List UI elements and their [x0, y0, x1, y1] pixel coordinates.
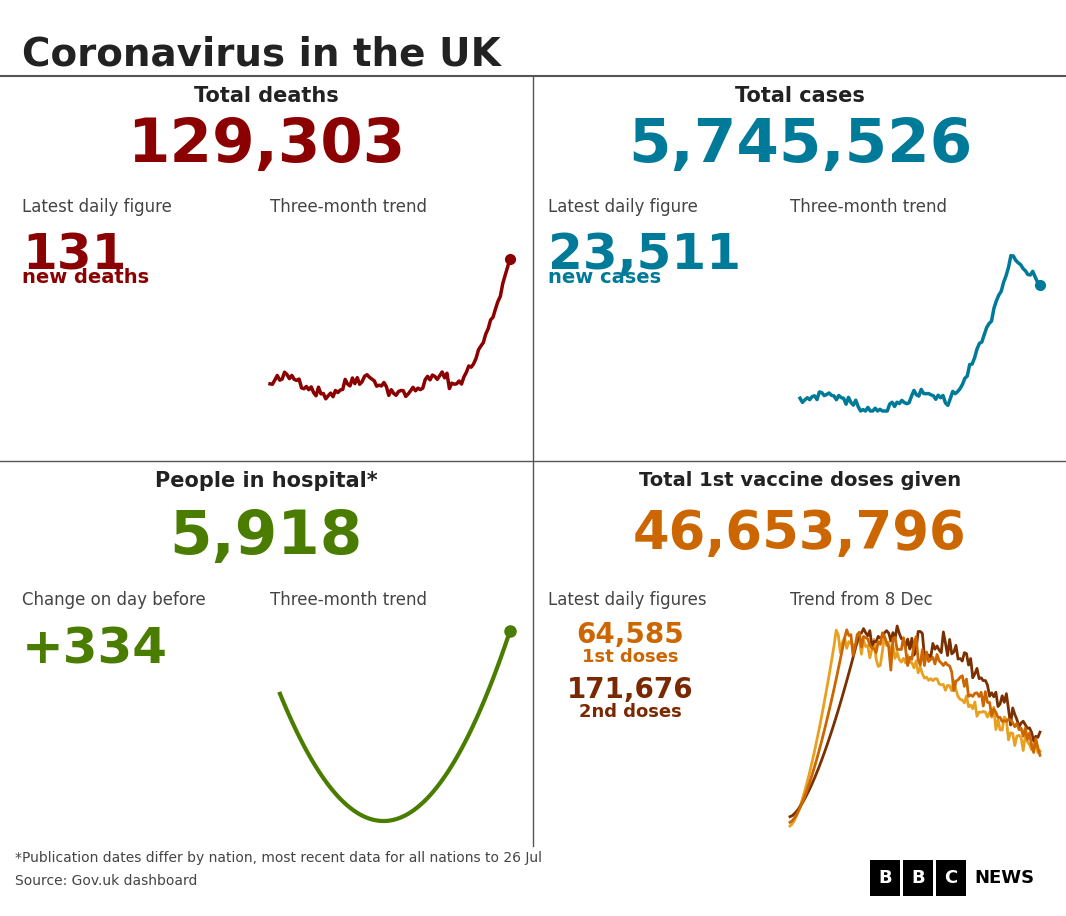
Text: 5,745,526: 5,745,526 [628, 116, 972, 175]
Text: NEWS: NEWS [974, 869, 1034, 887]
Text: B: B [911, 869, 925, 887]
Text: Latest daily figure: Latest daily figure [548, 198, 698, 216]
Text: Three-month trend: Three-month trend [270, 198, 427, 216]
Text: 131: 131 [22, 231, 127, 279]
Text: People in hospital*: People in hospital* [155, 471, 377, 491]
Text: Total deaths: Total deaths [194, 86, 338, 106]
Bar [870, 860, 900, 896]
Text: 1st doses: 1st doses [582, 648, 678, 666]
Text: Total 1st vaccine doses given: Total 1st vaccine doses given [639, 471, 962, 490]
Text: 2nd doses: 2nd doses [579, 703, 681, 721]
Text: 5,918: 5,918 [169, 508, 362, 567]
Text: C: C [944, 869, 957, 887]
Text: B: B [878, 869, 892, 887]
Text: Three-month trend: Three-month trend [270, 591, 427, 609]
Text: Latest daily figure: Latest daily figure [22, 198, 172, 216]
Text: Latest daily figures: Latest daily figures [548, 591, 707, 609]
Text: 64,585: 64,585 [576, 621, 684, 649]
Text: Trend from 8 Dec: Trend from 8 Dec [790, 591, 933, 609]
Text: *Publication dates differ by nation, most recent data for all nations to 26 Jul: *Publication dates differ by nation, mos… [15, 851, 542, 865]
Text: Source: Gov.uk dashboard: Source: Gov.uk dashboard [15, 874, 197, 888]
Text: new deaths: new deaths [22, 268, 149, 287]
Text: Total cases: Total cases [736, 86, 865, 106]
Text: Three-month trend: Three-month trend [790, 198, 947, 216]
Text: 171,676: 171,676 [567, 676, 693, 704]
Text: Change on day before: Change on day before [22, 591, 206, 609]
Text: new cases: new cases [548, 268, 661, 287]
Bar [936, 860, 966, 896]
Bar [903, 860, 933, 896]
Text: +334: +334 [22, 626, 168, 674]
Text: Coronavirus in the UK: Coronavirus in the UK [22, 36, 501, 74]
Text: 46,653,796: 46,653,796 [633, 508, 967, 560]
Text: 129,303: 129,303 [127, 116, 405, 175]
Text: 23,511: 23,511 [548, 231, 741, 279]
